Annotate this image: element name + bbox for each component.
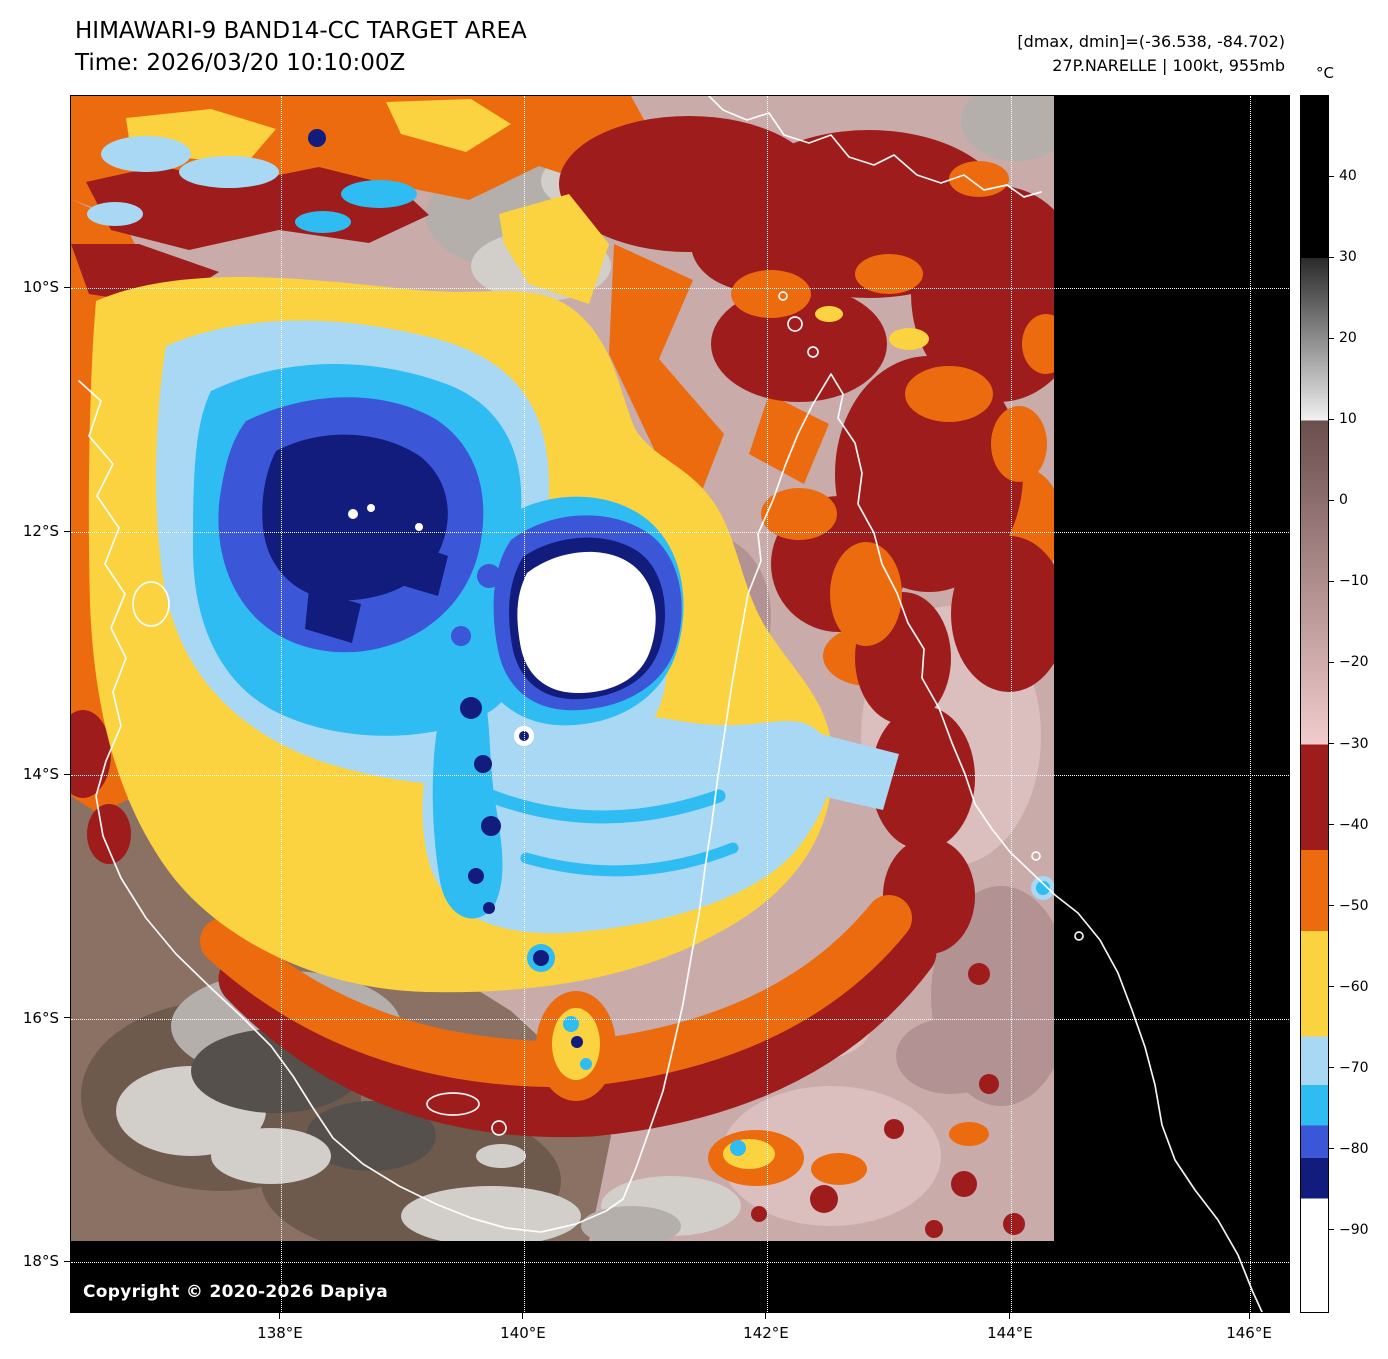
y-axis: 10°S 12°S 14°S 16°S 18°S [0,95,70,1311]
small-convective-features [527,876,1054,1186]
gridline-horizontal [71,1018,1289,1020]
y-tick-mark [64,773,70,775]
dmax-dmin-label: [dmax, dmin]=(-36.538, -84.702) [1017,32,1285,51]
gridline-horizontal [71,1262,1289,1264]
timestamp-label: Time: 2026/03/20 10:10:00Z [75,50,406,76]
coastline-island [426,1092,480,1116]
y-tick-mark [64,530,70,532]
colorbar-tick-label: 30 [1339,249,1357,266]
colorbar-tick-label: 20 [1339,330,1357,347]
coastline-overlay [78,96,1263,1312]
colorbar-tick-mark [1329,743,1334,745]
x-tick-label: 138°E [257,1324,303,1342]
colorbar-tick-label: −40 [1339,816,1369,833]
storm-info-label: 27P.NARELLE | 100kt, 955mb [1052,56,1285,75]
coastline-png [708,96,1042,198]
coastline-island [491,1120,507,1136]
coastline-australia [78,373,1263,1312]
plot-area: Copyright © 2020-2026 Dapiya [70,95,1290,1313]
x-tick-mark [1248,1313,1250,1319]
colorbar-tick-mark [1329,418,1334,420]
colorbar-tick-label: 40 [1339,168,1357,185]
y-tick-label: 12°S [22,522,59,541]
colorbar-tick-mark [1329,175,1334,177]
coastline-island [1074,931,1084,941]
gridline-vertical [1010,96,1012,1312]
copyright-label: Copyright © 2020-2026 Dapiya [83,1282,388,1302]
coastline-island [787,316,803,332]
x-tick-mark [522,1313,524,1319]
y-tick-label: 14°S [22,765,59,783]
y-tick-mark [64,1260,70,1262]
coastline-island [132,581,170,627]
gridline-vertical [280,96,282,1312]
colorbar-tick-mark [1329,824,1334,826]
colorbar-gradient [1301,96,1328,1312]
colorbar-axis: 40 30 20 10 0 −10 −20 −30 −40 −50 −60 −70 −80 −90 [1329,95,1387,1311]
gridline-horizontal [71,288,1289,289]
gridline-horizontal [71,532,1289,534]
colorbar-tick-label: −10 [1339,573,1369,590]
colorbar-tick-mark [1329,256,1334,258]
colorbar-tick-label: 0 [1339,492,1348,509]
colorbar-unit-label: °C [1316,64,1334,82]
gridline-horizontal [71,775,1289,776]
y-tick-label: 18°S [22,1252,59,1271]
page-title: HIMAWARI-9 BAND14-CC TARGET AREA [75,18,527,44]
colorbar-tick-mark [1329,1148,1334,1150]
x-tick-label: 144°E [987,1324,1033,1342]
gridline-vertical [1250,96,1252,1312]
colorbar-tick-label: −60 [1339,978,1369,995]
colorbar-tick-mark [1329,499,1334,501]
x-tick-label: 142°E [743,1324,789,1342]
colorbar-tick-label: −20 [1339,654,1369,671]
colorbar-tick-mark [1329,661,1334,663]
x-tick-mark [1009,1313,1011,1319]
colorbar-tick-label: −90 [1339,1221,1369,1238]
y-tick-label: 10°S [22,278,59,296]
x-tick-label: 146°E [1226,1324,1272,1342]
x-tick-label: 140°E [500,1324,546,1342]
coastline-island [1031,851,1041,861]
colorbar-tick-mark [1329,986,1334,988]
gridline-vertical [766,96,768,1312]
y-tick-mark [64,1017,70,1019]
colorbar [1300,95,1329,1313]
coastline-island [807,346,819,358]
colorbar-tick-mark [1329,1229,1334,1231]
colorbar-tick-label: −80 [1339,1140,1369,1157]
y-tick-mark [64,286,70,288]
colorbar-tick-mark [1329,580,1334,582]
colorbar-tick-label: −30 [1339,735,1369,752]
coastline-island [778,291,788,301]
y-tick-label: 16°S [22,1008,59,1027]
colorbar-tick-mark [1329,1067,1334,1069]
colorbar-tick-label: −70 [1339,1059,1369,1076]
x-axis: 138°E 140°E 142°E 144°E 146°E [70,1313,1288,1355]
colorbar-tick-label: −50 [1339,897,1369,914]
colorbar-tick-label: 10 [1339,411,1357,428]
colorbar-tick-mark [1329,905,1334,907]
gridline-vertical [523,96,525,1312]
x-tick-mark [765,1313,767,1319]
colorbar-tick-mark [1329,337,1334,339]
x-tick-mark [279,1313,281,1319]
satellite-image [71,96,1263,1312]
